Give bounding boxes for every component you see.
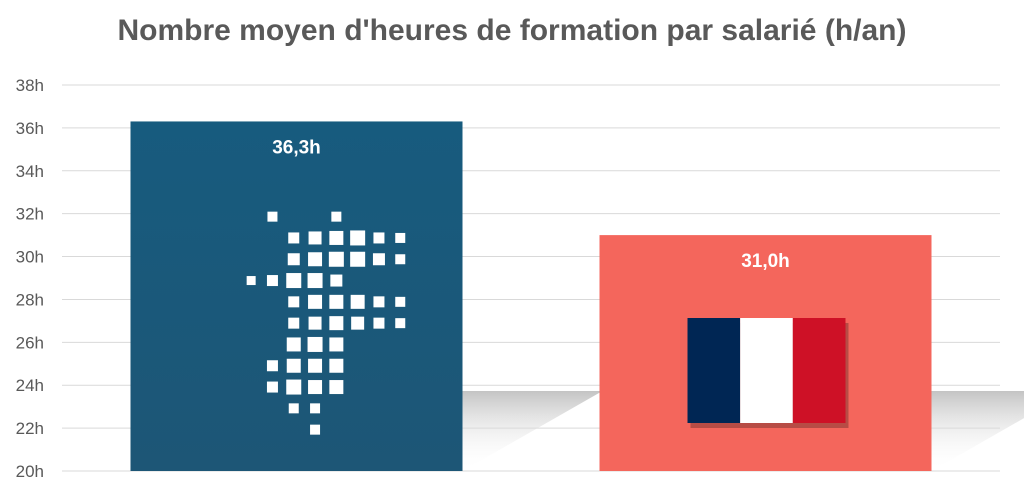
map-pixel xyxy=(266,360,278,372)
map-pixel xyxy=(351,316,365,330)
map-pixel xyxy=(373,317,385,329)
y-tick-label: 38h xyxy=(16,76,44,95)
map-pixel xyxy=(307,336,323,352)
france-flag-icon xyxy=(687,318,849,428)
bar-shadow xyxy=(462,391,603,471)
y-tick-label: 36h xyxy=(16,119,44,138)
map-pixel xyxy=(308,358,323,373)
map-pixel xyxy=(329,337,344,352)
map-pixel xyxy=(308,380,323,395)
map-pixel xyxy=(350,251,366,267)
map-pixel xyxy=(350,230,366,246)
chart-title: Nombre moyen d'heures de formation par s… xyxy=(117,14,907,47)
y-tick-label: 20h xyxy=(16,462,44,481)
data-label: 36,3h xyxy=(272,137,321,158)
map-pixel xyxy=(329,294,344,309)
bar-icons xyxy=(246,211,849,435)
map-pixel xyxy=(350,294,365,309)
map-pixel xyxy=(288,296,300,308)
map-pixel xyxy=(330,274,343,287)
map-pixel xyxy=(395,296,406,307)
map-pixel xyxy=(288,403,299,414)
bar-shadows xyxy=(462,391,1024,471)
flag-red-band xyxy=(792,318,846,423)
map-pixel xyxy=(328,251,344,267)
region-map-icon xyxy=(246,211,406,435)
map-pixel xyxy=(310,424,321,435)
y-tick-label: 24h xyxy=(16,376,44,395)
map-pixel xyxy=(395,232,406,243)
y-tick-label: 22h xyxy=(16,419,44,438)
map-pixel xyxy=(266,381,278,393)
y-tick-label: 30h xyxy=(16,248,44,267)
y-tick-label: 34h xyxy=(16,162,44,181)
map-pixel xyxy=(310,403,321,414)
map-pixel xyxy=(308,252,323,267)
flag-blue-band xyxy=(687,318,741,423)
y-axis: 20h 22h 24h 26h 28h 30h 32h 34h 36h 38h xyxy=(16,76,44,481)
flag-white-band xyxy=(740,318,793,423)
map-pixel xyxy=(373,296,385,308)
map-pixel xyxy=(308,316,322,330)
map-pixel xyxy=(286,358,301,373)
y-tick-label: 26h xyxy=(16,333,44,352)
map-pixel xyxy=(329,316,344,331)
map-pixel xyxy=(373,232,385,244)
map-pixel xyxy=(288,232,300,244)
map-pixel xyxy=(329,380,344,395)
map-pixel xyxy=(308,294,323,309)
map-pixel xyxy=(288,317,300,329)
map-pixel xyxy=(287,253,300,266)
map-pixel xyxy=(286,273,302,289)
map-pixel xyxy=(308,231,322,245)
map-pixel xyxy=(331,211,342,222)
bar xyxy=(130,121,463,471)
data-label: 31,0h xyxy=(741,251,790,272)
map-pixel xyxy=(266,275,278,287)
map-pixel xyxy=(395,254,406,265)
map-pixel xyxy=(329,230,344,245)
data-labels: 36,3h 31,0h xyxy=(272,137,790,272)
map-pixel xyxy=(329,358,344,373)
y-tick-label: 28h xyxy=(16,290,44,309)
map-pixel xyxy=(307,273,323,289)
map-pixel xyxy=(395,318,406,329)
map-pixel xyxy=(372,253,385,266)
y-tick-label: 32h xyxy=(16,205,44,224)
map-pixel xyxy=(286,379,302,395)
map-pixel xyxy=(267,211,278,222)
map-pixel xyxy=(246,276,256,286)
map-pixel xyxy=(286,337,301,352)
bar-shadow xyxy=(931,391,1024,471)
